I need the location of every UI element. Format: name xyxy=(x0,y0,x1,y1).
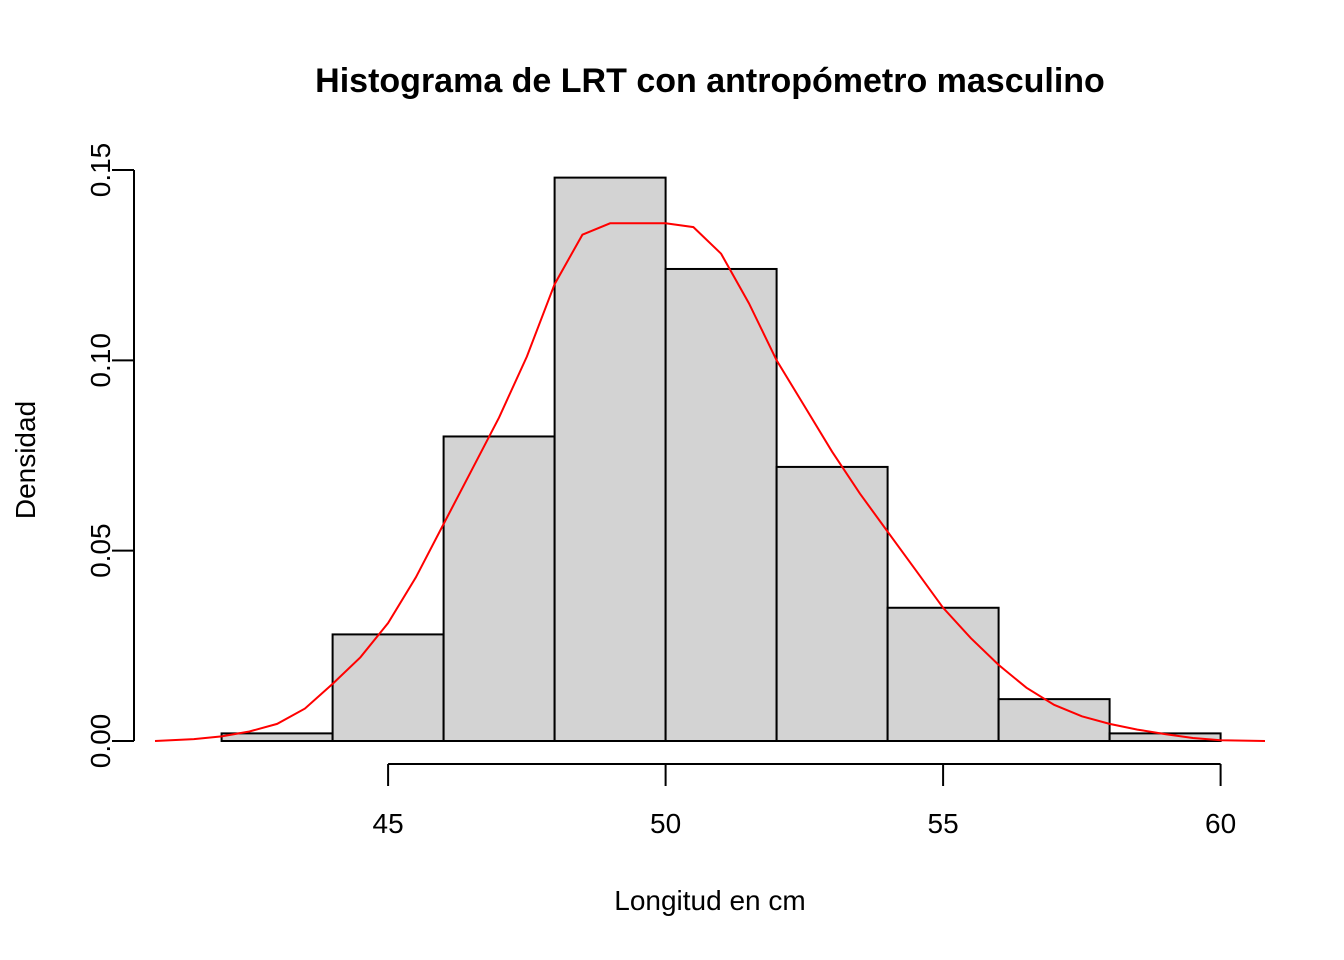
y-axis-label: Densidad xyxy=(10,401,41,519)
histogram-bar-2 xyxy=(442,435,556,742)
histogram-bar-3 xyxy=(553,176,667,742)
histogram-bar-7 xyxy=(997,698,1111,742)
x-tick-label-2: 55 xyxy=(928,808,959,839)
histogram-bar-4 xyxy=(664,267,778,742)
histogram-bar-6 xyxy=(886,606,1000,742)
density-curve xyxy=(154,222,1266,742)
histogram-bar-0 xyxy=(220,732,334,742)
y-tick-label-1: 0.05 xyxy=(85,523,116,578)
density-curve-group xyxy=(154,222,1266,742)
histogram-bars xyxy=(220,176,1222,742)
x-tick-label-0: 45 xyxy=(373,808,404,839)
chart-title: Histograma de LRT con antropómetro mascu… xyxy=(315,62,1105,100)
x-axis: 45 50 55 60 xyxy=(373,763,1236,839)
y-axis: 0.00 0.05 0.10 0.15 xyxy=(85,143,135,769)
histogram-bar-1 xyxy=(331,633,445,742)
x-tick-label-3: 60 xyxy=(1205,808,1236,839)
y-tick-label-2: 0.10 xyxy=(85,333,116,388)
y-tick-label-3: 0.15 xyxy=(85,143,116,198)
histogram-bar-5 xyxy=(775,465,889,742)
x-tick-label-1: 50 xyxy=(650,808,681,839)
x-axis-label: Longitud en cm xyxy=(614,885,805,916)
y-tick-label-0: 0.00 xyxy=(85,714,116,769)
